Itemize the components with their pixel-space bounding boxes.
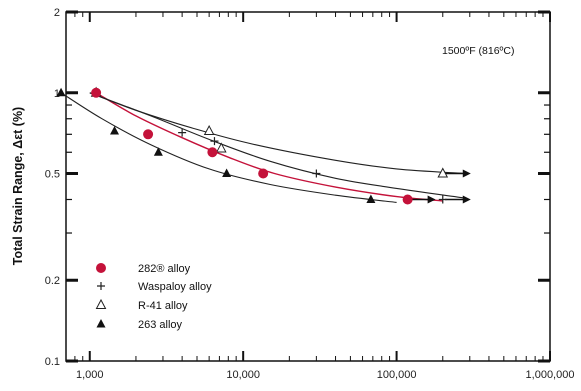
data-point-circle <box>91 87 102 98</box>
data-point-circle <box>402 194 413 205</box>
data-point-triangle-filled <box>222 168 232 178</box>
data-point-triangle-filled <box>366 194 376 203</box>
data-point-triangle-open <box>203 124 215 136</box>
fit-curve-3 <box>60 92 397 203</box>
runout-arrow-head <box>427 195 436 204</box>
runout-arrow-head <box>462 169 471 178</box>
data-point-plus <box>438 195 447 204</box>
x-tick-label: 10,000 <box>226 369 260 381</box>
data-point-plus <box>210 137 219 146</box>
y-tick-labels: 0.1 0.2 0.5 1 2 <box>45 7 60 368</box>
legend-marker-circle <box>96 263 106 273</box>
fit-curve-4 <box>89 92 466 199</box>
axis-ticks <box>65 10 551 363</box>
legend-marker-plus <box>97 282 105 290</box>
legend-label: Waspaloy alloy <box>138 281 212 293</box>
data-point-circle <box>143 129 154 140</box>
data-point-triangle-open <box>215 142 227 153</box>
x-tick-label: 1,000,000 <box>526 369 575 381</box>
y-tick-label: 1 <box>54 88 60 100</box>
legend: 282® alloy Waspaloy alloy R-41 alloy 263 al… <box>95 263 212 331</box>
data-point-circle <box>258 168 269 179</box>
y-tick-label: 0.2 <box>45 275 60 287</box>
x-tick-label: 100,000 <box>377 369 417 381</box>
legend-marker-triangle-open <box>95 298 107 309</box>
legend-marker-triangle-filled <box>96 319 106 328</box>
data-point-triangle-filled <box>153 147 163 156</box>
data-point-triangle-open <box>437 167 449 178</box>
x-tick-labels: 1,000 10,000 100,000 1,000,000 <box>76 369 574 381</box>
data-point-triangle-filled <box>56 87 66 97</box>
fit-curve-0 <box>95 92 443 202</box>
y-tick-label: 2 <box>54 7 60 19</box>
plot-area <box>65 11 551 362</box>
data-point-plus <box>178 128 187 137</box>
data-point-plus <box>312 169 321 178</box>
x-tick-label: 1,000 <box>76 369 104 381</box>
runout-arrow-head <box>462 195 471 204</box>
temperature-annotation: 1500ºF (816ºC) <box>442 45 514 57</box>
data-markers <box>56 86 449 205</box>
legend-label: 282® alloy <box>138 263 191 275</box>
y-tick-label: 0.5 <box>45 169 60 181</box>
y-axis-title: Total Strain Range, Δεt (%) <box>11 107 25 265</box>
y-tick-label: 0.1 <box>45 356 60 368</box>
data-point-triangle-filled <box>110 126 120 135</box>
legend-label: R-41 alloy <box>138 300 188 312</box>
legend-label: 263 alloy <box>138 319 183 331</box>
fit-curves <box>60 92 466 203</box>
runout-arrows <box>409 169 471 204</box>
data-point-circle <box>207 147 218 158</box>
